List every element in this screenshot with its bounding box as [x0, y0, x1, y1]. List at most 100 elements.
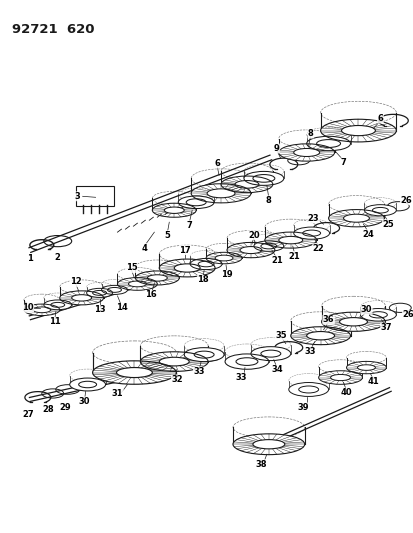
Ellipse shape [264, 232, 316, 248]
Ellipse shape [253, 241, 283, 252]
Ellipse shape [117, 278, 157, 290]
Text: 31: 31 [112, 389, 123, 398]
Text: 92721  620: 92721 620 [12, 23, 94, 36]
Text: 21: 21 [288, 252, 300, 261]
Ellipse shape [190, 259, 221, 270]
Ellipse shape [320, 119, 395, 142]
Text: 26: 26 [399, 196, 411, 205]
Text: 11: 11 [49, 317, 60, 326]
Text: 37: 37 [380, 323, 391, 332]
FancyBboxPatch shape [76, 187, 113, 206]
Ellipse shape [288, 383, 328, 397]
Text: 29: 29 [59, 403, 70, 412]
Ellipse shape [215, 255, 233, 261]
Text: 10: 10 [22, 303, 33, 312]
Ellipse shape [306, 136, 350, 151]
Ellipse shape [233, 434, 304, 455]
Ellipse shape [101, 285, 127, 294]
Text: 5: 5 [164, 231, 170, 240]
Ellipse shape [321, 312, 385, 332]
Ellipse shape [293, 227, 329, 239]
Text: 33: 33 [235, 373, 246, 382]
Text: 7: 7 [186, 221, 192, 230]
Text: 26: 26 [401, 310, 413, 319]
Text: 4: 4 [141, 244, 147, 253]
Text: 8: 8 [265, 196, 271, 205]
Ellipse shape [147, 275, 167, 281]
Ellipse shape [174, 264, 199, 272]
Text: 9: 9 [273, 144, 279, 153]
Text: 40: 40 [340, 388, 351, 397]
Text: 41: 41 [367, 377, 378, 386]
Text: 32: 32 [171, 375, 183, 384]
Text: 1: 1 [27, 254, 33, 263]
Ellipse shape [24, 304, 59, 316]
Ellipse shape [278, 144, 334, 161]
Ellipse shape [33, 307, 51, 313]
Ellipse shape [71, 295, 91, 301]
Ellipse shape [184, 348, 223, 361]
Ellipse shape [152, 203, 196, 217]
Text: 20: 20 [247, 231, 259, 240]
Ellipse shape [330, 375, 350, 381]
Text: 12: 12 [70, 278, 81, 286]
Ellipse shape [346, 361, 385, 374]
Text: 33: 33 [193, 367, 204, 376]
Text: 3: 3 [75, 192, 81, 201]
Text: 21: 21 [270, 255, 282, 264]
Ellipse shape [140, 352, 208, 372]
Ellipse shape [221, 176, 272, 192]
Text: 6: 6 [377, 114, 382, 123]
Ellipse shape [93, 361, 176, 384]
Ellipse shape [59, 291, 103, 305]
Ellipse shape [343, 214, 368, 222]
Text: 13: 13 [93, 305, 105, 314]
Ellipse shape [135, 271, 179, 285]
Ellipse shape [250, 346, 290, 361]
Ellipse shape [86, 288, 112, 297]
Polygon shape [29, 260, 214, 320]
Ellipse shape [206, 252, 241, 264]
Ellipse shape [356, 365, 375, 370]
Polygon shape [29, 155, 271, 253]
Ellipse shape [363, 205, 395, 216]
Ellipse shape [290, 327, 350, 345]
Text: 28: 28 [42, 405, 53, 414]
Ellipse shape [328, 209, 383, 227]
Text: 30: 30 [360, 305, 371, 314]
Ellipse shape [360, 309, 395, 321]
Ellipse shape [306, 332, 334, 340]
Ellipse shape [293, 149, 319, 157]
Text: 18: 18 [197, 276, 209, 285]
Ellipse shape [278, 237, 302, 244]
Text: 25: 25 [382, 220, 393, 229]
Ellipse shape [252, 440, 284, 449]
Ellipse shape [341, 125, 375, 136]
Text: 2: 2 [55, 253, 61, 262]
Text: 14: 14 [115, 303, 127, 312]
Ellipse shape [128, 281, 146, 287]
Ellipse shape [159, 259, 215, 277]
Text: 17: 17 [179, 246, 190, 255]
Ellipse shape [225, 354, 268, 369]
Text: 22: 22 [312, 244, 324, 253]
Ellipse shape [240, 247, 261, 254]
Ellipse shape [44, 300, 71, 310]
Text: 8: 8 [307, 129, 313, 138]
Polygon shape [29, 356, 217, 401]
Text: 27: 27 [22, 410, 33, 419]
Ellipse shape [206, 189, 235, 198]
Ellipse shape [164, 207, 184, 213]
Ellipse shape [69, 378, 105, 391]
Text: 36: 36 [322, 316, 334, 324]
Text: 35: 35 [274, 331, 286, 340]
Ellipse shape [226, 243, 274, 258]
Ellipse shape [318, 371, 361, 384]
Text: 23: 23 [307, 214, 319, 223]
Ellipse shape [191, 184, 250, 203]
Text: 39: 39 [297, 403, 309, 412]
Text: 38: 38 [254, 459, 266, 469]
Text: 6: 6 [214, 159, 219, 168]
Text: 15: 15 [125, 263, 137, 272]
Ellipse shape [243, 172, 283, 185]
